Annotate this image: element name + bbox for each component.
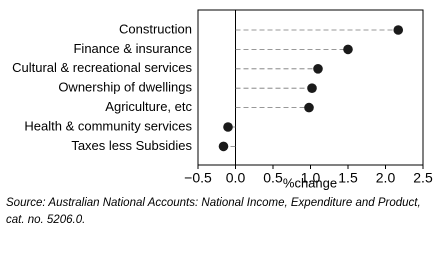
- x-tick-label: −0.5: [184, 170, 212, 186]
- y-category-label: Cultural & recreational services: [12, 60, 192, 75]
- y-category-label: Taxes less Subsidies: [71, 138, 192, 153]
- source-note: Source: Australian National Accounts: Na…: [6, 197, 421, 226]
- dot: [223, 122, 233, 132]
- y-category-label: Agriculture, etc: [105, 99, 192, 114]
- dot: [343, 44, 353, 55]
- y-category-label: Construction: [119, 21, 192, 36]
- dot: [393, 25, 404, 35]
- dot: [304, 102, 314, 113]
- dot: [218, 141, 229, 152]
- x-tick-label: 1.0: [301, 170, 321, 186]
- x-tick-label: 0.0: [226, 170, 246, 186]
- y-category-label: Finance & insurance: [73, 41, 192, 56]
- x-tick-label: 2.0: [376, 170, 396, 186]
- y-category-label: Health & community services: [24, 118, 192, 133]
- dot: [313, 64, 323, 74]
- dot: [307, 83, 317, 93]
- x-tick-label: 2.5: [413, 170, 433, 186]
- y-category-label: Ownership of dwellings: [58, 80, 192, 95]
- x-tick-label: 1.5: [338, 170, 358, 186]
- x-axis-label: %change: [283, 175, 337, 190]
- x-tick-label: 0.5: [263, 170, 283, 186]
